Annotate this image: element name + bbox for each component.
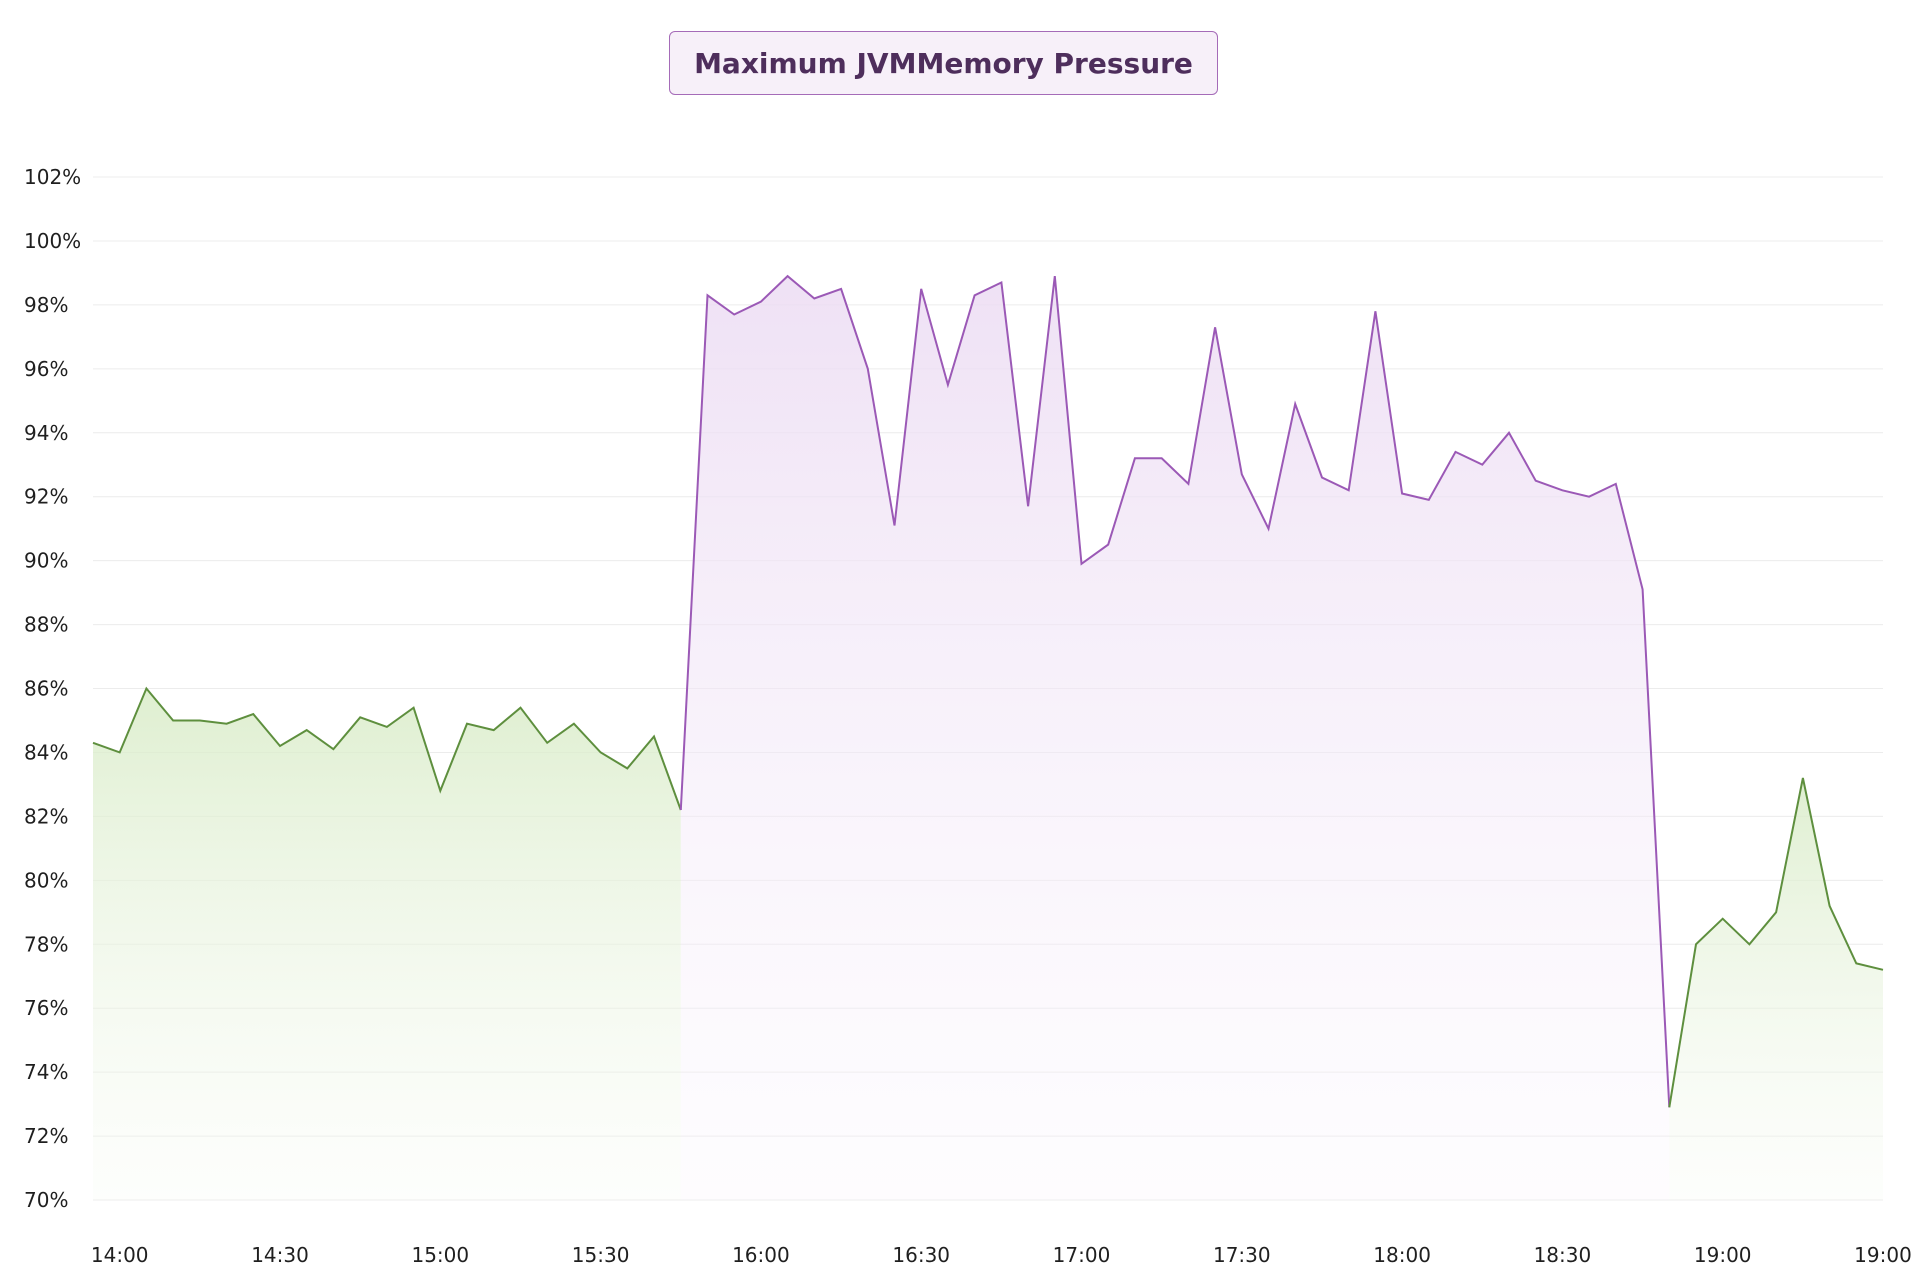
x-tick-label: 18:30 <box>1534 1243 1592 1267</box>
y-tick-label: 100% <box>24 229 81 253</box>
x-tick-label: 18:00 <box>1373 1243 1431 1267</box>
series-area-green <box>93 688 681 1200</box>
series-area-green <box>1669 778 1883 1200</box>
x-tick-label: 14:00 <box>91 1243 149 1267</box>
series-line-green <box>1668 777 1884 1108</box>
x-tick-label: 17:30 <box>1213 1243 1271 1267</box>
line-layer <box>92 274 1884 1108</box>
y-tick-label: 72% <box>24 1124 68 1148</box>
chart-title-box: Maximum JVMMemory Pressure <box>669 31 1218 95</box>
y-tick-label: 84% <box>24 740 68 764</box>
y-tick-label: 92% <box>24 485 68 509</box>
x-tick-label: 17:00 <box>1053 1243 1111 1267</box>
x-axis: 14:00 14:30 15:00 15:30 16:00 16:30 17:00 17:30… <box>91 1243 1912 1267</box>
chart-title: Maximum JVMMemory Pressure <box>694 46 1193 80</box>
y-tick-label: 94% <box>24 421 68 445</box>
x-tick-label: 15:00 <box>411 1243 469 1267</box>
y-tick-label: 70% <box>24 1188 68 1212</box>
y-tick-label: 90% <box>24 549 68 573</box>
x-tick-label: 16:00 <box>732 1243 790 1267</box>
series-line-purple <box>679 274 1671 1108</box>
y-tick-label: 76% <box>24 996 68 1020</box>
x-tick-label: 14:30 <box>251 1243 309 1267</box>
x-tick-label: 16:30 <box>892 1243 950 1267</box>
x-tick-label: 15:30 <box>572 1243 630 1267</box>
y-tick-label: 80% <box>24 868 68 892</box>
x-tick-label: 19:00 <box>1694 1243 1752 1267</box>
y-tick-label: 102% <box>24 165 81 189</box>
series-line-green <box>92 686 682 811</box>
y-tick-label: 86% <box>24 677 68 701</box>
area-layer <box>93 276 1883 1201</box>
y-tick-label: 82% <box>24 804 68 828</box>
y-tick-label: 98% <box>24 293 68 317</box>
y-tick-label: 78% <box>24 932 68 956</box>
y-tick-label: 96% <box>24 357 68 381</box>
y-axis: 70% 72% 74% 76% 78% 80% 82% 84% 86% 88% 90% 92% 94% 9… <box>24 165 81 1212</box>
series-area-purple <box>680 276 1670 1201</box>
y-tick-label: 74% <box>24 1060 68 1084</box>
x-tick-label: 19:00 <box>1854 1243 1912 1267</box>
y-tick-label: 88% <box>24 613 68 637</box>
